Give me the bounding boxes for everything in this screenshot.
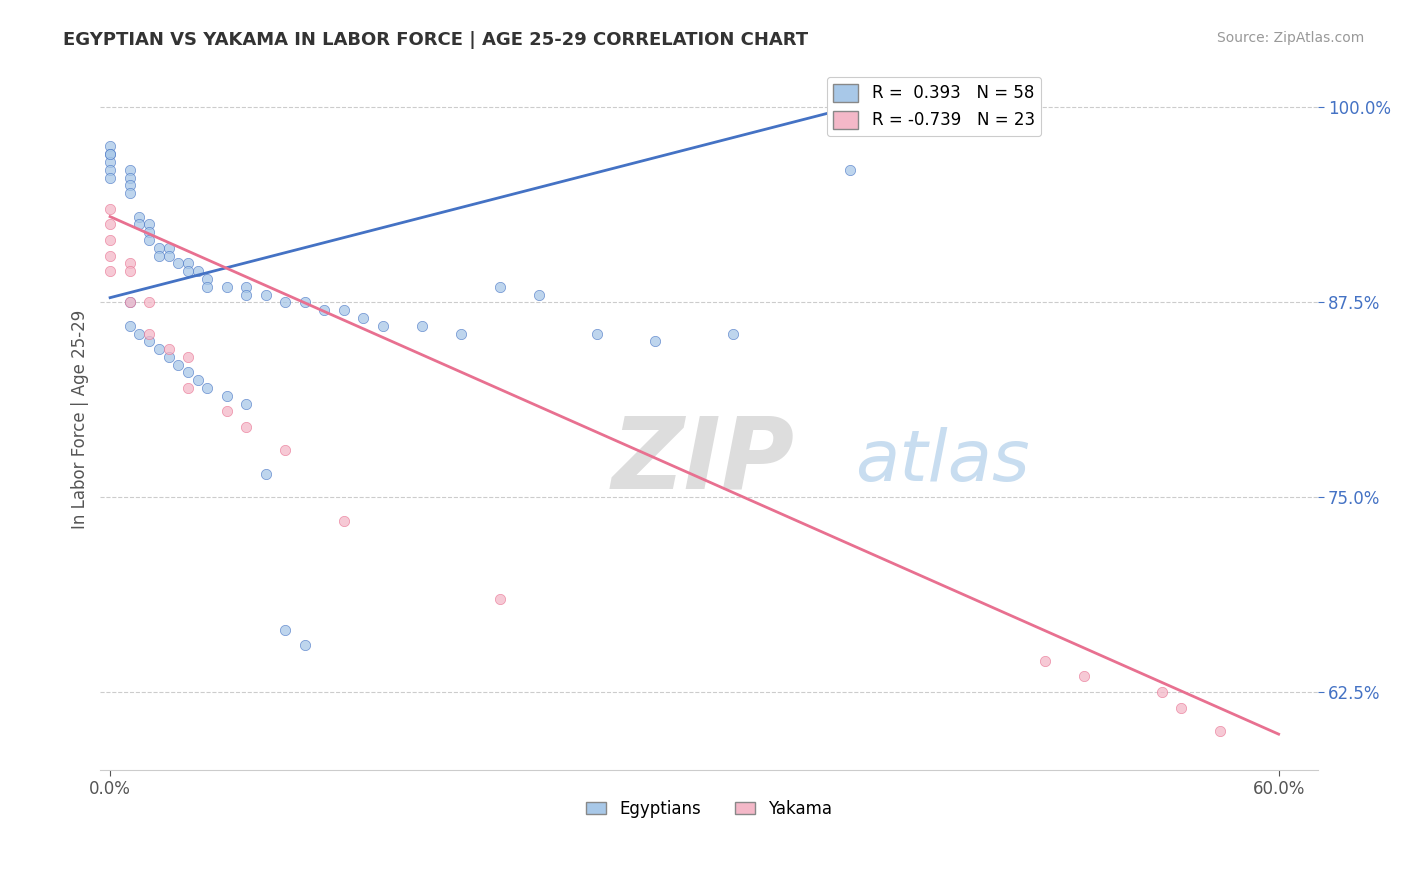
Point	[98, 147, 121, 161]
Point	[98, 233, 121, 247]
Text: ZIP: ZIP	[612, 413, 794, 510]
Point	[450, 326, 472, 341]
Point	[138, 326, 160, 341]
Point	[527, 287, 550, 301]
Point	[128, 326, 150, 341]
Point	[167, 256, 190, 270]
Point	[235, 397, 257, 411]
Point	[187, 373, 209, 387]
Point	[314, 303, 336, 318]
Text: EGYPTIAN VS YAKAMA IN LABOR FORCE | AGE 25-29 CORRELATION CHART: EGYPTIAN VS YAKAMA IN LABOR FORCE | AGE …	[63, 31, 808, 49]
Point	[138, 218, 160, 232]
Point	[118, 264, 141, 278]
Y-axis label: In Labor Force | Age 25-29: In Labor Force | Age 25-29	[72, 310, 89, 529]
Point	[118, 170, 141, 185]
Point	[157, 342, 180, 356]
Point	[157, 241, 180, 255]
Point	[118, 295, 141, 310]
Point	[294, 295, 316, 310]
Point	[138, 225, 160, 239]
Point	[235, 287, 257, 301]
Point	[148, 342, 170, 356]
Point	[98, 218, 121, 232]
Text: Source: ZipAtlas.com: Source: ZipAtlas.com	[1216, 31, 1364, 45]
Point	[274, 623, 297, 637]
Point	[138, 295, 160, 310]
Point	[118, 318, 141, 333]
Point	[98, 170, 121, 185]
Point	[138, 233, 160, 247]
Point	[488, 279, 510, 293]
Point	[839, 162, 862, 177]
Point	[197, 272, 219, 286]
Point	[157, 249, 180, 263]
Point	[274, 295, 297, 310]
Point	[148, 249, 170, 263]
Point	[98, 139, 121, 153]
Point	[98, 162, 121, 177]
Point	[148, 241, 170, 255]
Point	[138, 334, 160, 349]
Point	[586, 326, 609, 341]
Point	[1209, 724, 1232, 739]
Point	[1150, 685, 1173, 699]
Point	[352, 310, 374, 325]
Point	[157, 350, 180, 364]
Point	[177, 366, 200, 380]
Point	[1073, 669, 1095, 683]
Point	[197, 279, 219, 293]
Point	[128, 218, 150, 232]
Legend: Egyptians, Yakama: Egyptians, Yakama	[579, 794, 838, 825]
Point	[411, 318, 433, 333]
Point	[294, 638, 316, 652]
Point	[118, 162, 141, 177]
Point	[177, 381, 200, 395]
Point	[644, 334, 666, 349]
Point	[98, 264, 121, 278]
Point	[98, 202, 121, 216]
Point	[254, 287, 277, 301]
Point	[371, 318, 394, 333]
Point	[118, 295, 141, 310]
Point	[128, 210, 150, 224]
Point	[118, 178, 141, 193]
Point	[177, 264, 200, 278]
Point	[254, 467, 277, 481]
Point	[177, 350, 200, 364]
Point	[167, 358, 190, 372]
Text: atlas: atlas	[855, 427, 1029, 496]
Point	[723, 326, 745, 341]
Point	[98, 249, 121, 263]
Point	[187, 264, 209, 278]
Point	[98, 155, 121, 169]
Point	[1170, 700, 1192, 714]
Point	[215, 389, 238, 403]
Point	[215, 279, 238, 293]
Point	[333, 303, 356, 318]
Point	[235, 420, 257, 434]
Point	[1033, 654, 1056, 668]
Point	[197, 381, 219, 395]
Point	[118, 186, 141, 201]
Point	[118, 256, 141, 270]
Point	[177, 256, 200, 270]
Point	[215, 404, 238, 418]
Point	[333, 514, 356, 528]
Point	[235, 279, 257, 293]
Point	[98, 147, 121, 161]
Point	[488, 591, 510, 606]
Point	[274, 443, 297, 458]
